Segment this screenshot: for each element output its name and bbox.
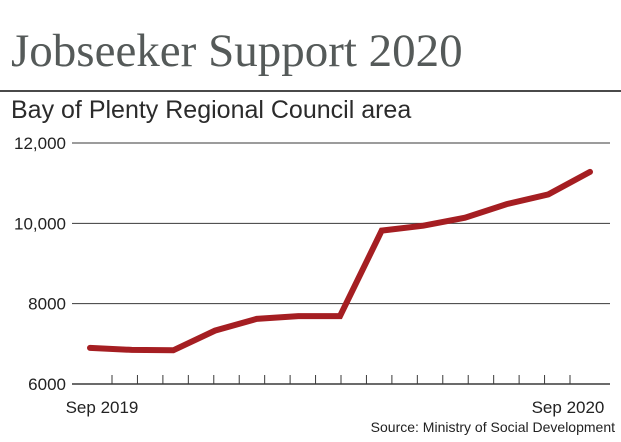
y-axis-labels: 6000 8000 10,000 12,000 (14, 134, 66, 394)
chart-title: Jobseeker Support 2020 (11, 25, 463, 77)
x-axis-ticks (111, 375, 571, 384)
data-series (87, 168, 593, 354)
y-tick-label-8000: 8000 (28, 295, 66, 314)
y-tick-label-10000: 10,000 (14, 214, 66, 233)
x-axis-labels: Sep 2019 Sep 2020 (66, 398, 605, 417)
x-tick-label-start: Sep 2019 (66, 398, 139, 417)
x-tick-label-end: Sep 2020 (532, 398, 605, 417)
source-note: Source: Ministry of Social Development (370, 419, 615, 435)
y-tick-label-6000: 6000 (28, 375, 66, 394)
title-divider (0, 90, 621, 92)
y-tick-label-12000: 12,000 (14, 134, 66, 153)
chart-subtitle: Bay of Plenty Regional Council area (11, 96, 412, 124)
series-line (87, 168, 593, 354)
